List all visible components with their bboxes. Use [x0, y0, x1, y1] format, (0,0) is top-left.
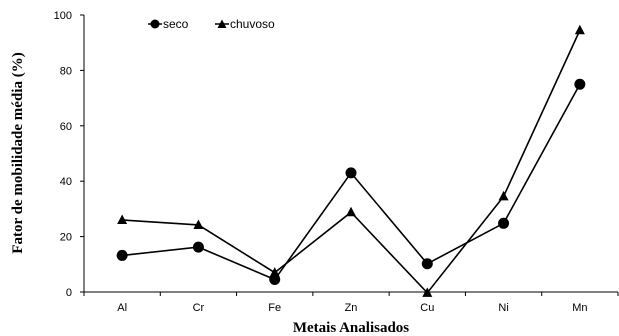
- data-point-seco: [269, 274, 281, 286]
- x-tick-label: Fe: [268, 302, 281, 314]
- x-tick-label: Zn: [345, 302, 358, 314]
- data-point-seco: [421, 258, 433, 270]
- y-tick-label: 20: [60, 232, 72, 244]
- legend-marker-seco: [150, 19, 160, 29]
- data-point-chuvoso: [498, 190, 509, 201]
- data-point-seco: [574, 78, 586, 90]
- series-line-chuvoso: [122, 29, 581, 295]
- y-tick-label: 80: [60, 65, 72, 77]
- y-axis-title: Fator de mobilidade média (%): [10, 52, 26, 253]
- x-tick-label: Ni: [498, 302, 508, 314]
- data-point-chuvoso: [117, 214, 128, 224]
- data-point-seco: [345, 167, 357, 179]
- data-point-seco: [498, 217, 510, 229]
- data-point-chuvoso: [574, 24, 585, 35]
- x-tick-label: Al: [117, 302, 127, 314]
- x-ticks: Al Cr Fe Zn Cu Ni Mn: [83, 292, 619, 314]
- x-axis-title: Metais Analisados: [293, 320, 409, 336]
- data-point-seco: [192, 241, 204, 253]
- axes: [83, 15, 618, 293]
- legend-label-chuvoso: chuvoso: [230, 17, 275, 31]
- y-tick-label: 0: [66, 287, 72, 299]
- data-point-chuvoso: [422, 287, 433, 297]
- x-tick-label: Mn: [572, 302, 587, 314]
- y-tick-label: 40: [60, 176, 72, 188]
- legend: seco chuvoso: [148, 17, 275, 31]
- data-point-seco: [116, 249, 128, 261]
- x-tick-label: Cu: [420, 302, 434, 314]
- data-point-chuvoso: [269, 267, 280, 277]
- data-point-chuvoso: [346, 206, 356, 217]
- data-point-chuvoso: [193, 219, 204, 229]
- y-tick-label: 100: [54, 10, 72, 22]
- legend-label-seco: seco: [163, 17, 189, 31]
- series-line-seco: [122, 83, 581, 281]
- y-ticks: 0 20 40 60 80 100: [54, 10, 84, 299]
- legend-marker-chuvoso: [217, 19, 227, 28]
- series-group: [116, 24, 586, 297]
- y-tick-label: 60: [60, 121, 72, 133]
- x-tick-label: Cr: [193, 302, 205, 314]
